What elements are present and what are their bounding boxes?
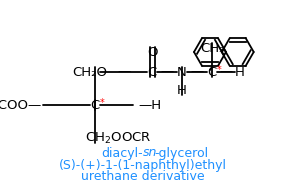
Text: O: O bbox=[147, 45, 157, 59]
Text: (S)-(+)-1-(1-naphthyl)ethyl: (S)-(+)-1-(1-naphthyl)ethyl bbox=[59, 159, 227, 171]
Text: CH₂O: CH₂O bbox=[72, 65, 108, 79]
Text: —: — bbox=[117, 65, 130, 79]
Text: R'COO—: R'COO— bbox=[0, 99, 42, 111]
Text: —: — bbox=[190, 65, 204, 79]
Text: —H: —H bbox=[138, 99, 161, 111]
Text: CH₃: CH₃ bbox=[200, 42, 224, 54]
Text: C: C bbox=[147, 65, 157, 79]
Text: *: * bbox=[100, 98, 105, 108]
Text: urethane derivative: urethane derivative bbox=[81, 171, 205, 183]
Text: CH$_2$OOCR: CH$_2$OOCR bbox=[85, 131, 151, 145]
Text: —: — bbox=[160, 65, 174, 79]
Text: —: — bbox=[219, 65, 233, 79]
Text: C: C bbox=[207, 65, 217, 79]
Text: sn: sn bbox=[143, 146, 157, 160]
Text: H: H bbox=[235, 65, 245, 79]
Text: *: * bbox=[217, 65, 222, 75]
Text: diacyl-: diacyl- bbox=[101, 146, 143, 160]
Text: C: C bbox=[90, 99, 100, 111]
Text: -glycerol: -glycerol bbox=[154, 146, 208, 160]
Text: H: H bbox=[177, 84, 187, 96]
Text: N: N bbox=[177, 65, 187, 79]
